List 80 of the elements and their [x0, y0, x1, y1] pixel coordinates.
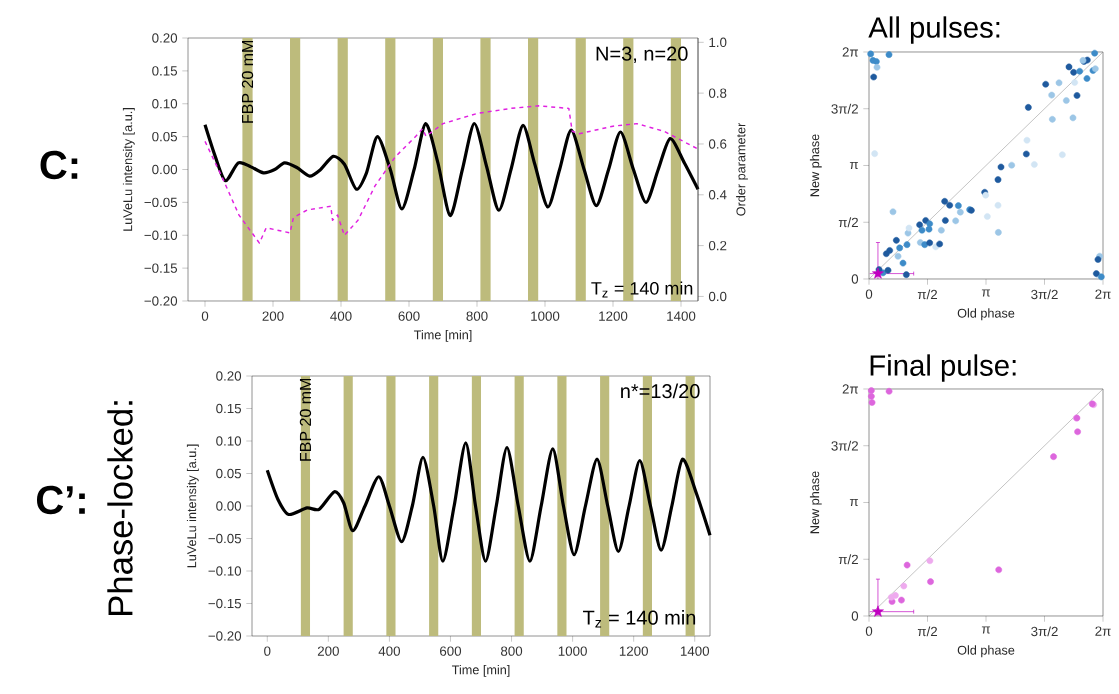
- x-tick-label: 600: [398, 311, 420, 321]
- x-tick-label: 800: [466, 311, 488, 321]
- y-tick-label: 0.15: [152, 66, 178, 76]
- y-tick-label: 2π: [842, 384, 859, 394]
- y-tick-label: −0.05: [144, 197, 178, 208]
- y-tick-label: 0: [851, 274, 859, 284]
- y-axis-title: New phase: [809, 471, 822, 534]
- x-tick-label: 0: [201, 311, 209, 321]
- x-tick-label: 2π: [1095, 289, 1111, 299]
- y-tick-label: 2π: [842, 47, 859, 57]
- y-tick-label: 0.00: [216, 501, 242, 511]
- x-tick-label: 0: [865, 289, 873, 299]
- y2-tick-label: 0.6: [708, 139, 727, 149]
- annotation: FBP 20 mM: [241, 40, 254, 123]
- y-tick-label: π: [849, 498, 859, 507]
- text: Phase-locked:: [107, 401, 133, 615]
- annotation: N=3, n=20: [596, 46, 688, 64]
- y-tick-label: 0.10: [216, 436, 242, 446]
- x-tick-label: π/2: [917, 289, 938, 300]
- x-tick-label: π: [981, 289, 991, 297]
- y-tick-label: −0.10: [144, 230, 178, 240]
- text: C’:: [36, 485, 85, 515]
- y-tick-label: −0.20: [208, 631, 242, 641]
- x-tick-label: 1200: [599, 311, 628, 321]
- y-tick-label: −0.15: [208, 598, 242, 609]
- y-axis-title: LuVeLu intensity [a.u.]: [186, 444, 199, 568]
- y2-tick-label: 0.8: [708, 88, 727, 98]
- x-tick-label: 1000: [531, 311, 560, 321]
- annotation: T$_{z}$ = 140 min: [583, 610, 696, 628]
- y-tick-label: 0.05: [152, 131, 178, 142]
- y-tick-label: 0.10: [152, 99, 178, 109]
- y-tick-label: 0.05: [216, 468, 242, 479]
- x-axis-title: Time [min]: [413, 329, 472, 342]
- y-tick-label: −0.05: [208, 533, 242, 544]
- x-tick-label: 1400: [667, 311, 696, 321]
- x-tick-label: π: [981, 626, 991, 634]
- y2-tick-label: 0.4: [708, 190, 727, 200]
- y-tick-label: 0.20: [216, 371, 242, 381]
- annotation: FBP 20 mM: [299, 378, 312, 461]
- y-tick-label: −0.10: [208, 566, 242, 576]
- x-tick-label: 800: [501, 646, 523, 656]
- y2-axis-title: Order parameter: [736, 122, 748, 216]
- x-tick-label: 0: [264, 646, 271, 656]
- x-tick-label: 1200: [619, 646, 648, 656]
- y2-tick-label: 0.2: [708, 240, 727, 251]
- y-tick-label: 0.20: [152, 33, 178, 43]
- chart-title: All pulses:: [868, 16, 1000, 44]
- y-tick-label: −0.20: [144, 296, 178, 306]
- x-tick-label: π/2: [917, 626, 938, 637]
- x-tick-label: 0: [865, 626, 873, 636]
- y-tick-label: π/2: [838, 554, 858, 565]
- x-tick-label: 1400: [680, 646, 710, 656]
- y-tick-label: 0.00: [152, 164, 178, 175]
- y-tick-label: 3π/2: [831, 103, 858, 114]
- x-tick-label: 1000: [558, 646, 587, 656]
- y-tick-label: π: [849, 161, 859, 170]
- chart-title: Final pulse:: [870, 354, 1016, 382]
- x-tick-label: 3π/2: [1031, 626, 1058, 637]
- x-tick-label: 200: [317, 646, 339, 656]
- x-tick-label: 600: [440, 646, 462, 656]
- x-tick-label: 2π: [1095, 626, 1111, 636]
- y-tick-label: 0: [851, 611, 859, 621]
- x-axis-title: Time [min]: [451, 664, 510, 677]
- y-tick-label: 0.15: [216, 403, 242, 414]
- x-tick-label: 3π/2: [1031, 289, 1058, 300]
- annotation: n*=13/20: [621, 383, 700, 399]
- y-tick-label: π/2: [838, 217, 858, 228]
- y-tick-label: −0.15: [144, 263, 178, 273]
- x-tick-label: 400: [330, 311, 352, 321]
- x-tick-label: 400: [378, 646, 401, 656]
- y-axis-title: New phase: [809, 134, 822, 197]
- annotation: T$_{z}$ = 140 min: [591, 281, 693, 298]
- y2-tick-label: 1.0: [709, 37, 727, 48]
- y2-tick-label: 0.0: [708, 291, 727, 302]
- x-tick-label: 200: [262, 311, 284, 321]
- y-tick-label: 3π/2: [831, 440, 858, 451]
- y-axis-title: LuVeLu intensity [a.u.]: [122, 108, 135, 231]
- x-axis-title: Old phase: [957, 308, 1015, 321]
- x-axis-title: Old phase: [957, 645, 1015, 658]
- text: C:: [40, 150, 78, 180]
